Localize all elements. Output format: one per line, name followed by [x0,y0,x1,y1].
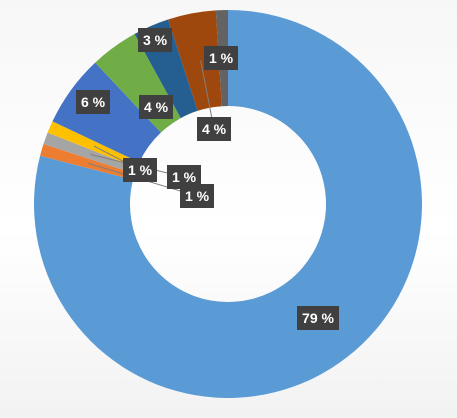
data-label-box-0 [297,306,339,330]
data-label-text-6: 3 % [143,32,168,48]
data-label-text-5: 4 % [144,99,169,115]
data-label-box-5 [139,95,173,119]
doughnut-slice-7 [168,10,222,111]
data-label-text-7: 4 % [202,121,227,137]
data-label-text-8: 1 % [209,50,234,66]
data-label-8: 1 % [204,46,238,70]
data-label-text-1: 1 % [185,188,210,204]
data-label-text-3: 1 % [128,162,153,178]
data-label-text-0: 79 % [302,310,334,326]
data-label-4: 6 % [76,90,110,114]
data-label-2: 1 % [167,165,201,189]
data-label-box-6 [138,28,172,52]
data-labels: 79 % 1 % 1 % 1 % 6 % 4 % 3 % 4 % 1 % [76,28,339,330]
data-label-box-7 [197,117,231,141]
data-label-0: 79 % [297,306,339,330]
data-label-3: 1 % [123,158,157,182]
data-label-text-2: 1 % [172,169,197,185]
data-label-box-4 [76,90,110,114]
data-label-box-2 [167,165,201,189]
data-label-box-8 [204,46,238,70]
data-label-box-3 [123,158,157,182]
data-label-7: 4 % [197,117,231,141]
data-label-5: 4 % [139,95,173,119]
data-label-6: 3 % [138,28,172,52]
doughnut-slice-3 [47,121,140,168]
data-label-text-4: 6 % [81,94,106,110]
doughnut-slice-2 [43,132,137,174]
doughnut-slice-0 [33,10,422,398]
